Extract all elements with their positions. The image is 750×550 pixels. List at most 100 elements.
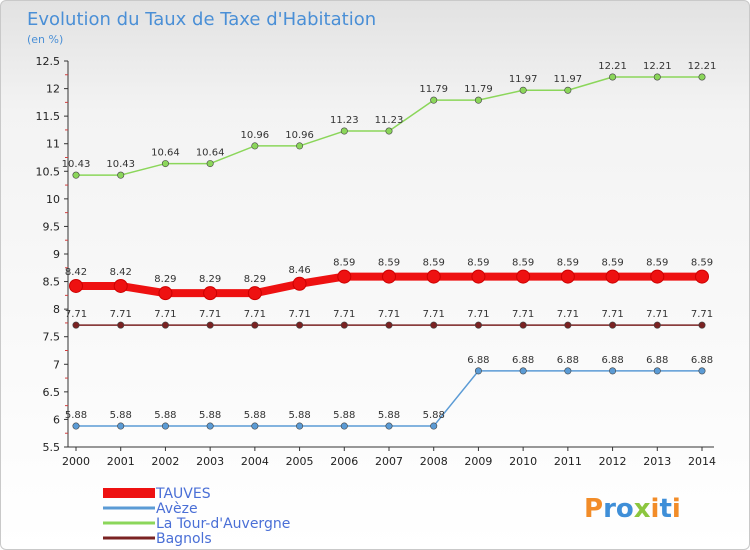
data-point [296,422,304,430]
data-point [519,86,527,94]
data-point [609,321,617,329]
data-label: 6.88 [601,355,623,366]
x-tick-label: 2007 [375,455,403,468]
data-point [426,269,441,284]
x-tick-label: 2002 [151,455,179,468]
data-label: 6.88 [512,355,534,366]
data-point [340,127,348,135]
data-label: 5.88 [378,410,400,421]
y-tick-label: 5.5 [43,441,61,454]
y-tick-label: 7 [53,358,60,371]
data-point [117,422,125,430]
data-label: 11.79 [464,84,493,95]
data-label: 8.59 [378,258,400,269]
data-point [206,321,214,329]
data-point [161,422,169,430]
x-tick-label: 2013 [643,455,671,468]
data-label: 7.71 [154,309,176,320]
data-point [474,96,482,104]
data-point [206,160,214,168]
data-point [72,321,80,329]
data-point [296,142,304,150]
data-label: 12.21 [688,61,717,72]
data-label: 12.21 [598,61,627,72]
data-label: 8.59 [601,258,623,269]
data-label: 7.71 [333,309,355,320]
data-point [564,367,572,375]
data-point [471,269,486,284]
data-point [609,367,617,375]
data-label: 5.88 [154,410,176,421]
data-point [698,73,706,81]
data-label: 7.71 [646,309,668,320]
series-tauves: 8.42 8.42 8.29 8.29 8.29 8.46 8.59 8.59 8.59 8.59… [65,258,713,301]
data-point [519,367,527,375]
data-label: 6.88 [467,355,489,366]
data-point [653,367,661,375]
data-label: 7.71 [244,309,266,320]
data-point [698,367,706,375]
data-label: 5.88 [199,410,221,421]
data-point [430,422,438,430]
data-label: 6.88 [646,355,668,366]
y-tick-label: 8.5 [43,276,61,289]
logo-text: Proxiti [584,494,681,524]
chart-subtitle: (en %) [27,33,63,46]
proxiti-logo: Proxiti [584,494,681,524]
data-point [474,367,482,375]
data-label: 6.88 [691,355,713,366]
data-point [653,73,661,81]
axes: 5.566.577.588.599.51010.51111.51212.5200… [36,55,717,468]
data-point [340,422,348,430]
series-line [76,76,702,176]
data-point [605,269,620,284]
data-point [653,321,661,329]
data-point [158,286,173,301]
data-label: 8.59 [691,258,713,269]
data-point [650,269,665,284]
data-point [72,422,80,430]
data-label: 5.88 [423,410,445,421]
x-tick-label: 2001 [107,455,135,468]
data-label: 5.88 [333,410,355,421]
data-point [206,422,214,430]
data-point [430,96,438,104]
data-label: 10.43 [106,159,135,170]
data-label: 11.79 [419,84,448,95]
y-tick-label: 8 [53,303,60,316]
data-label: 11.97 [554,74,583,85]
data-point [564,321,572,329]
data-point [474,321,482,329]
data-label: 7.71 [557,309,579,320]
y-tick-label: 11 [46,138,60,151]
x-tick-label: 2008 [420,455,448,468]
chart-title: Evolution du Taux de Taxe d'Habitation [27,9,376,30]
data-label: 8.59 [333,258,355,269]
data-point [296,321,304,329]
data-label: 8.59 [557,258,579,269]
legend-swatch [103,506,155,510]
data-point [560,269,575,284]
data-label: 11.23 [330,115,359,126]
legend-label: TAUVES [155,486,211,502]
x-tick-label: 2000 [62,455,90,468]
data-point [519,321,527,329]
data-label: 8.29 [199,274,221,285]
x-tick-label: 2004 [241,455,269,468]
data-point [695,269,709,284]
legend-item-bagnols: Bagnols [103,531,212,547]
data-label: 5.88 [65,410,87,421]
y-tick-label: 12.5 [36,55,61,68]
legend-swatch [103,521,155,525]
data-point [516,269,531,284]
data-label: 8.59 [646,258,668,269]
y-tick-label: 11.5 [36,110,61,123]
y-tick-label: 7.5 [43,331,61,344]
legend-label: Avèze [156,501,198,517]
data-label: 7.71 [288,309,310,320]
series-layer: 10.43 10.43 10.64 10.64 10.96 10.96 11.23 11.23… [62,61,717,430]
data-point [430,321,438,329]
data-point [385,422,393,430]
